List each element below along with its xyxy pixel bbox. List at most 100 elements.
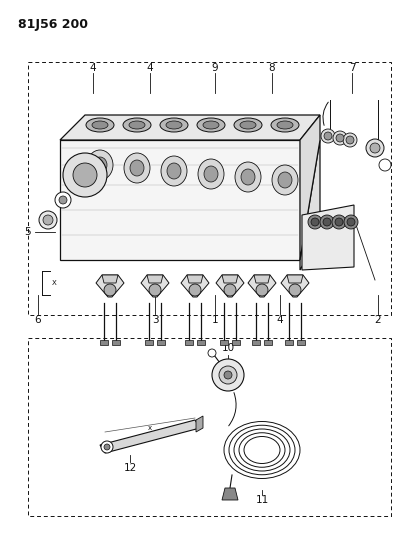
Ellipse shape <box>224 284 236 296</box>
Polygon shape <box>181 275 209 297</box>
Circle shape <box>63 153 107 197</box>
Text: 3: 3 <box>152 315 158 325</box>
Polygon shape <box>216 275 244 297</box>
Polygon shape <box>197 340 205 345</box>
Ellipse shape <box>87 150 113 180</box>
Polygon shape <box>185 340 193 345</box>
Circle shape <box>366 139 384 157</box>
Text: 4: 4 <box>147 63 153 73</box>
Text: 11: 11 <box>255 495 269 505</box>
Polygon shape <box>147 275 163 283</box>
Ellipse shape <box>189 284 201 296</box>
Ellipse shape <box>161 156 187 186</box>
Ellipse shape <box>256 284 268 296</box>
Polygon shape <box>252 340 260 345</box>
Ellipse shape <box>235 162 261 192</box>
Polygon shape <box>297 340 305 345</box>
Circle shape <box>55 192 71 208</box>
Text: 2: 2 <box>375 315 382 325</box>
Text: X: X <box>52 280 56 286</box>
Polygon shape <box>196 416 203 432</box>
Ellipse shape <box>92 121 108 129</box>
Circle shape <box>333 131 347 145</box>
Ellipse shape <box>93 157 107 173</box>
Ellipse shape <box>272 165 298 195</box>
Ellipse shape <box>129 121 145 129</box>
Polygon shape <box>300 140 320 270</box>
Circle shape <box>343 133 357 147</box>
Circle shape <box>101 441 113 453</box>
Polygon shape <box>264 340 272 345</box>
Circle shape <box>347 218 355 226</box>
Text: 12: 12 <box>123 463 137 473</box>
Polygon shape <box>302 205 354 270</box>
Circle shape <box>104 444 110 450</box>
Ellipse shape <box>123 118 151 132</box>
Ellipse shape <box>278 172 292 188</box>
Ellipse shape <box>241 169 255 185</box>
Polygon shape <box>100 340 108 345</box>
Ellipse shape <box>160 118 188 132</box>
Polygon shape <box>60 115 320 140</box>
Ellipse shape <box>198 159 224 189</box>
Polygon shape <box>232 340 240 345</box>
Polygon shape <box>254 275 270 283</box>
Circle shape <box>224 371 232 379</box>
Circle shape <box>323 218 331 226</box>
Circle shape <box>379 159 391 171</box>
Circle shape <box>346 136 354 144</box>
Circle shape <box>212 359 244 391</box>
Text: 4: 4 <box>90 63 96 73</box>
Circle shape <box>332 215 346 229</box>
Text: 81J56 200: 81J56 200 <box>18 18 88 31</box>
Polygon shape <box>222 488 238 500</box>
Text: 5: 5 <box>25 227 31 237</box>
Ellipse shape <box>271 118 299 132</box>
Circle shape <box>311 218 319 226</box>
Ellipse shape <box>203 121 219 129</box>
Polygon shape <box>60 140 300 260</box>
Circle shape <box>370 143 380 153</box>
Ellipse shape <box>166 121 182 129</box>
Ellipse shape <box>240 121 256 129</box>
Ellipse shape <box>149 284 161 296</box>
Polygon shape <box>287 275 303 283</box>
Polygon shape <box>222 275 238 283</box>
Polygon shape <box>187 275 203 283</box>
Bar <box>28 338 391 516</box>
Text: x: x <box>148 425 152 431</box>
Ellipse shape <box>124 153 150 183</box>
Ellipse shape <box>167 163 181 179</box>
Polygon shape <box>100 420 200 453</box>
Text: 9: 9 <box>212 63 218 73</box>
Polygon shape <box>112 340 120 345</box>
Ellipse shape <box>234 118 262 132</box>
Ellipse shape <box>197 118 225 132</box>
Circle shape <box>39 211 57 229</box>
Text: 10: 10 <box>221 343 234 353</box>
Text: 6: 6 <box>35 315 41 325</box>
Circle shape <box>336 134 344 142</box>
Polygon shape <box>220 340 228 345</box>
Ellipse shape <box>104 284 116 296</box>
Circle shape <box>344 215 358 229</box>
Polygon shape <box>285 340 293 345</box>
Bar <box>28 62 391 315</box>
Ellipse shape <box>204 166 218 182</box>
Circle shape <box>308 215 322 229</box>
Text: 8: 8 <box>269 63 275 73</box>
Circle shape <box>335 218 343 226</box>
Polygon shape <box>102 275 118 283</box>
Circle shape <box>43 215 53 225</box>
Circle shape <box>321 129 335 143</box>
Polygon shape <box>281 275 309 297</box>
Polygon shape <box>145 340 153 345</box>
Ellipse shape <box>277 121 293 129</box>
Polygon shape <box>300 115 320 260</box>
Circle shape <box>320 215 334 229</box>
Polygon shape <box>157 340 165 345</box>
Polygon shape <box>96 275 124 297</box>
Circle shape <box>59 196 67 204</box>
Ellipse shape <box>130 160 144 176</box>
Ellipse shape <box>86 118 114 132</box>
